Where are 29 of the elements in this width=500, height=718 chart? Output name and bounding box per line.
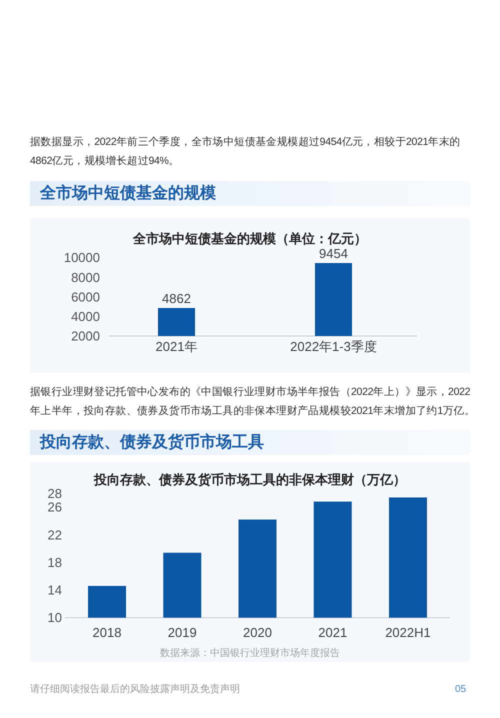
y-tick-label: 14: [48, 582, 62, 598]
y-tick-label: 4000: [71, 308, 100, 324]
y-tick-label: 8000: [71, 270, 100, 285]
y-tick-label: 26: [48, 500, 62, 515]
y-tick-label: 22: [48, 527, 62, 542]
y-tick-label: 18: [48, 554, 62, 570]
text: 投向存款、债券及货币市场工具: [30, 430, 470, 455]
chart-title: 全市场中短债基金的规模（单位：亿元）: [132, 231, 367, 246]
text: 全市场中短债基金的规模: [30, 181, 470, 206]
x-tick-label: 2018: [92, 625, 122, 640]
x-tick-label: 2022H1: [385, 625, 431, 640]
source-note: 数据来源：中国银行业理财市场年度报告: [160, 647, 340, 659]
chart-title: 投向存款、债券及货币市场工具的非保本理财（万亿）: [93, 472, 406, 487]
data-label: 4862: [162, 290, 191, 306]
x-tick-label: 2019: [168, 625, 197, 640]
data-label: 9454: [319, 246, 348, 262]
y-tick-label: 28: [48, 486, 62, 501]
y-tick-label: 10: [48, 610, 62, 626]
y-tick-label: 2000: [71, 328, 100, 344]
x-tick-label: 2021: [318, 625, 348, 640]
x-tick-label: 2021年: [156, 339, 198, 354]
text: 据银行业理财登记托管中心发布的《中国银行业理财市场半年报告（2022年上）》显示，2022年上半年，投向存款、债券及货币市场工具的非保本理财产品规模较2021年末增加了约1万亿。: [30, 384, 476, 418]
y-tick-label: 6000: [71, 289, 100, 304]
text: 05: [455, 684, 466, 696]
x-tick-label: 2020: [243, 625, 272, 640]
text: 请仔细阅读报告最后的风险披露声明及免责声明: [30, 684, 240, 696]
x-tick-label: 2022年1-3季度: [290, 339, 377, 354]
y-tick-label: 10000: [64, 250, 100, 266]
text: 据数据显示，2022年前三个季度，全市场中短债基金规模超过9454亿元，相较于2021年末的4862亿元，规模增长超过94%。: [30, 135, 462, 169]
